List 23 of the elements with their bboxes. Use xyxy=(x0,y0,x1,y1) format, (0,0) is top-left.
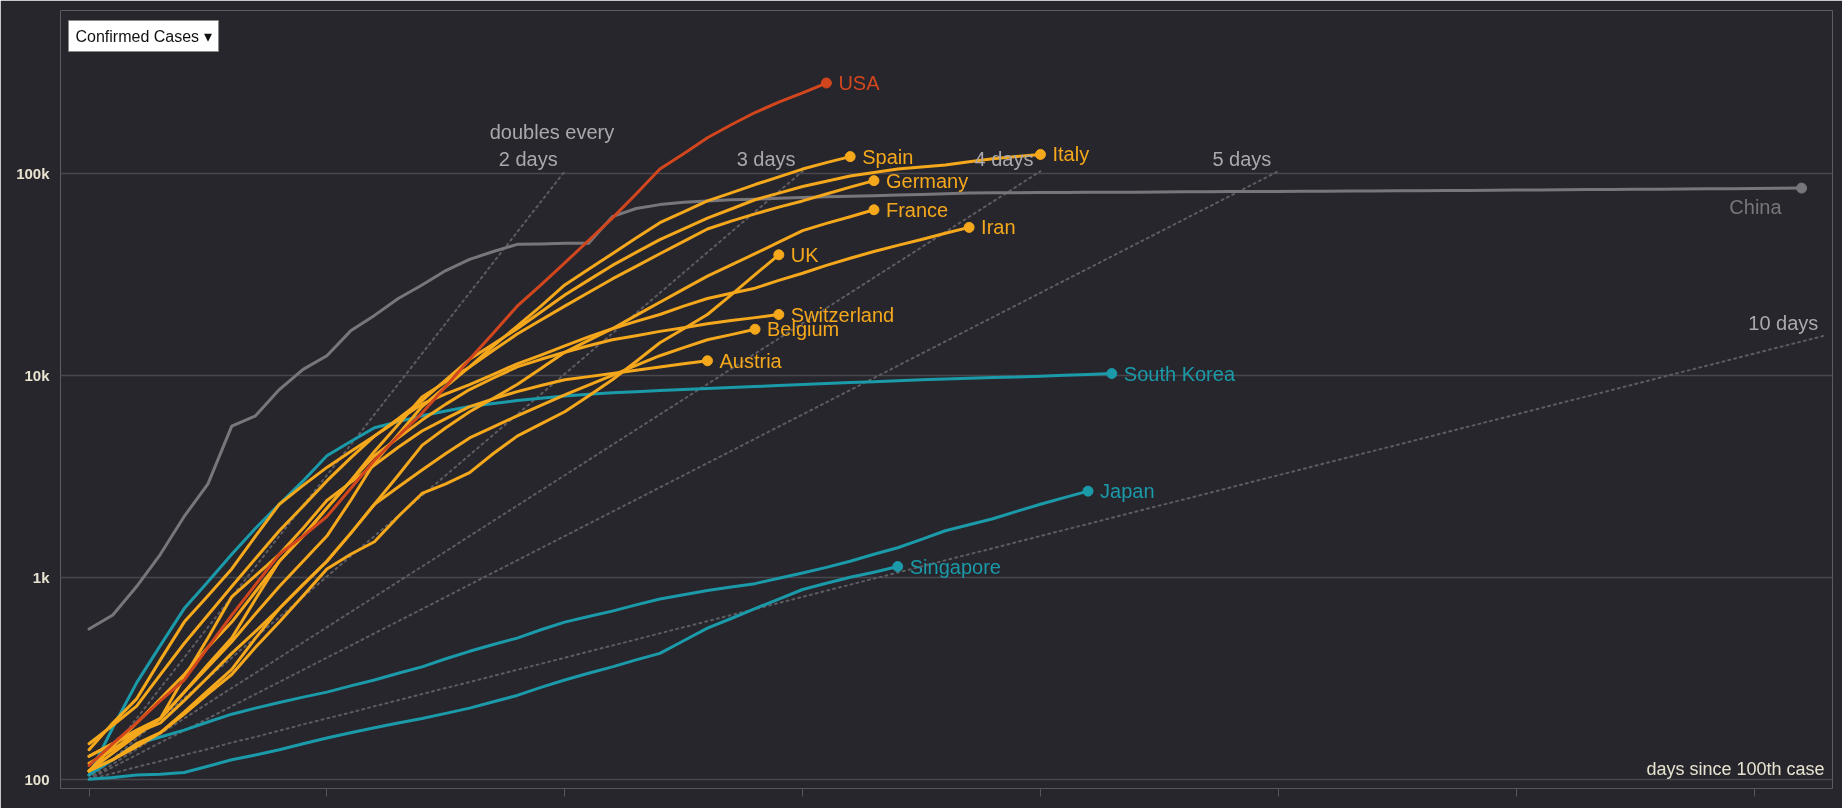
y-tick-label: 1k xyxy=(32,568,51,586)
series-label: Italy xyxy=(1052,143,1090,166)
series-label: Spain xyxy=(862,145,914,168)
series-label: 10 days xyxy=(1748,312,1819,335)
text: Confirmed Cases ▾ xyxy=(75,27,212,45)
series-label: USA xyxy=(838,72,881,95)
y-tick-label: 100 xyxy=(24,770,50,788)
series-label: China xyxy=(1729,196,1783,219)
series-label: UK xyxy=(790,243,820,266)
series-label: 5 days xyxy=(1212,148,1272,171)
series-label: Austria xyxy=(719,349,783,372)
series-label: Iran xyxy=(981,216,1016,239)
series-label: Japan xyxy=(1100,480,1155,503)
series-label: South Korea xyxy=(1123,362,1236,385)
series-label: 3 days xyxy=(736,148,796,171)
series-label: Singapore xyxy=(909,555,1001,578)
y-tick-label: 100k xyxy=(16,164,51,182)
series-label: France xyxy=(885,198,949,221)
series-label: 2 days xyxy=(498,148,558,171)
x-axis-title: days since 100th case xyxy=(1646,758,1825,779)
y-tick-label: 10k xyxy=(24,366,51,384)
series-label: Germany xyxy=(885,169,969,192)
annotation: doubles every xyxy=(489,121,615,144)
